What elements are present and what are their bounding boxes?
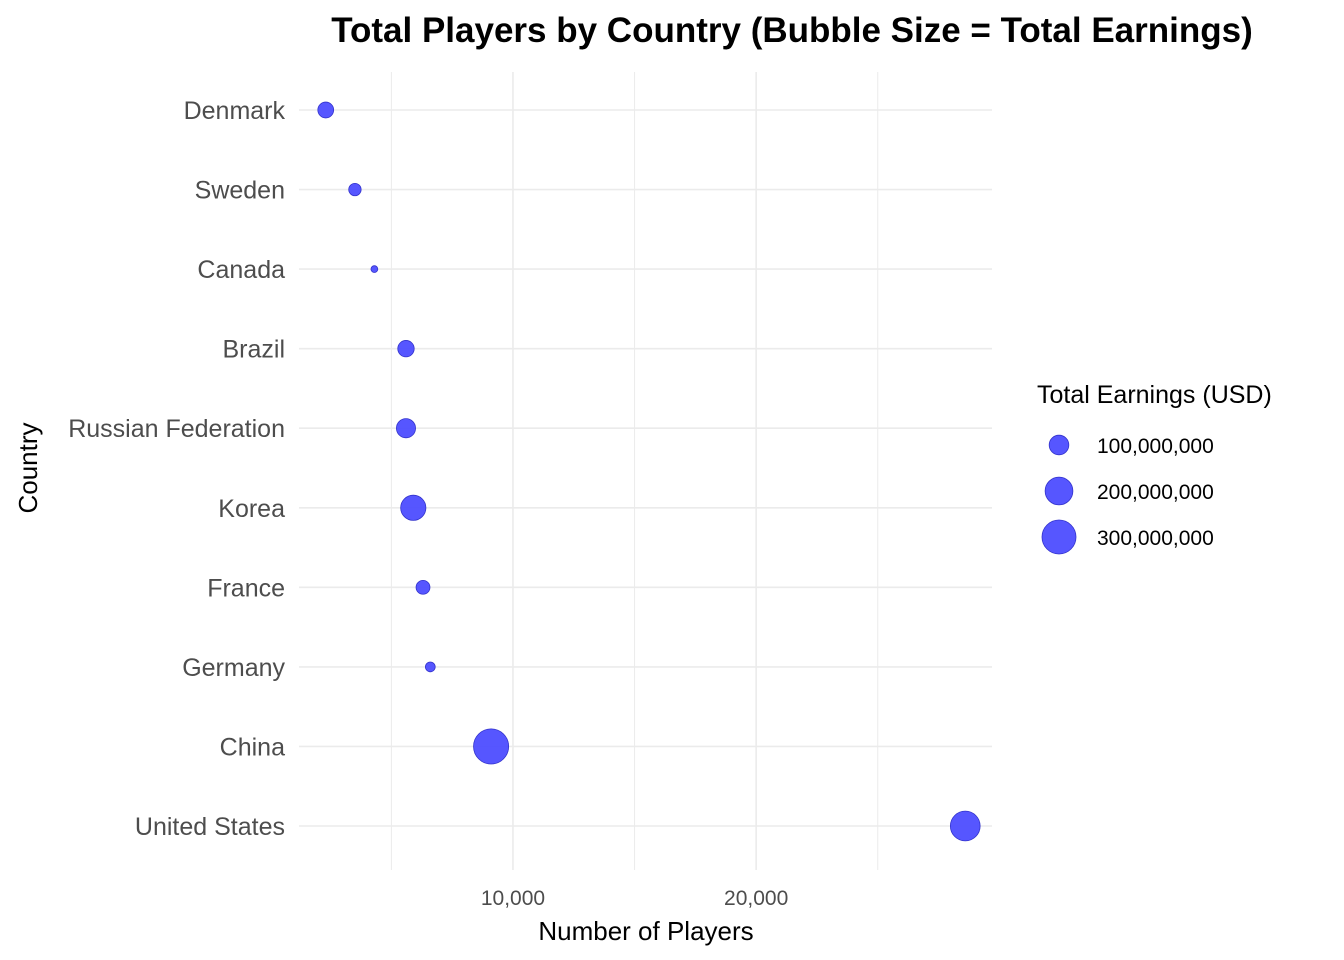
bubble-korea	[400, 494, 427, 521]
legend-key-label: 100,000,000	[1097, 435, 1214, 458]
x-axis-title: Number of Players	[538, 916, 753, 946]
legend-items: 100,000,000 200,000,000 300,000,000	[1041, 434, 1214, 555]
y-tick-label-germany: Germany	[182, 654, 285, 682]
data-points	[317, 101, 981, 842]
y-tick-label-russian-federation: Russian Federation	[68, 415, 285, 443]
size-legend: Total Earnings (USD) 100,000,000 200,000,…	[1037, 381, 1272, 555]
y-tick-label-korea: Korea	[218, 495, 285, 523]
bubble-sweden	[348, 182, 362, 197]
y-tick-label-united-states: United States	[135, 813, 285, 841]
bubble-denmark	[317, 101, 335, 119]
bubble-united-states	[949, 810, 981, 842]
chart-title: Total Players by Country (Bubble Size = …	[331, 11, 1253, 50]
bubble-germany	[424, 661, 436, 673]
x-tick-label: 20,000	[724, 887, 788, 910]
y-tick-label-china: China	[220, 733, 285, 761]
bubble-russian-federation	[396, 418, 416, 439]
legend-key-circle	[1041, 519, 1077, 555]
y-tick-label-denmark: Denmark	[184, 97, 286, 125]
y-tick-label-france: France	[207, 574, 285, 602]
x-tick-label: 10,000	[481, 887, 545, 910]
bubble-france	[415, 579, 431, 595]
bubble-china	[473, 728, 510, 765]
y-axis-title: Country	[13, 422, 43, 513]
x-axis-tick-labels: 10,000 20,000	[481, 887, 788, 910]
legend-key-circle	[1048, 434, 1070, 456]
legend-key-circle	[1044, 476, 1074, 506]
legend-title: Total Earnings (USD)	[1037, 381, 1272, 409]
bubble-canada	[370, 265, 379, 273]
legend-key-label: 300,000,000	[1097, 527, 1214, 550]
y-tick-label-canada: Canada	[197, 256, 285, 284]
y-tick-label-sweden: Sweden	[195, 177, 285, 205]
legend-key-label: 200,000,000	[1097, 481, 1214, 504]
y-axis-tick-labels: United States China Germany France Korea Russ…	[68, 97, 285, 841]
grid-lines	[299, 72, 992, 870]
bubble-brazil	[397, 340, 415, 358]
y-tick-label-brazil: Brazil	[222, 336, 285, 364]
